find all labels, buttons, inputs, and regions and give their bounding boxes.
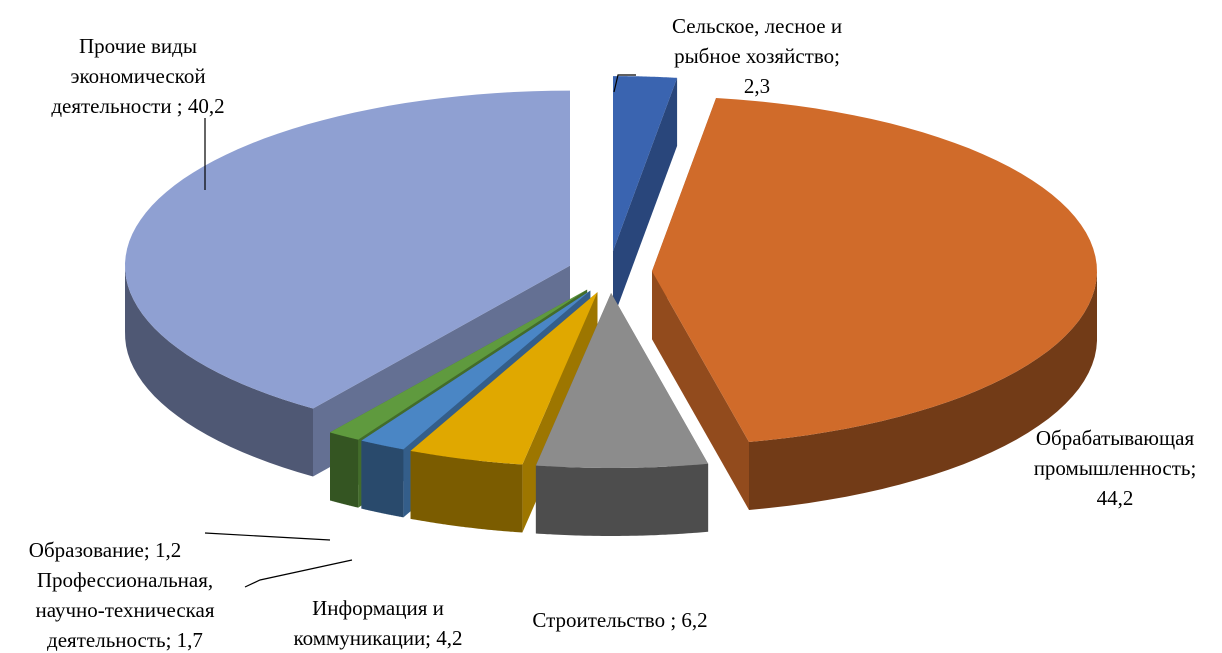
label-line: коммуникации; 4,2 [293, 626, 462, 650]
leader-line [204, 532, 331, 541]
slice-top [652, 98, 1097, 442]
label-line: Профессиональная, [37, 568, 213, 592]
slice-side [652, 271, 749, 510]
label-line: рыбное хозяйство; [674, 44, 840, 68]
slice-top [125, 90, 570, 409]
slice [652, 98, 1097, 510]
slice-edge [361, 440, 404, 518]
label-line: научно-техническая [35, 598, 214, 622]
label-line: 2,3 [744, 74, 770, 98]
slice-label: Прочие виды экономической деятельности ; 4… [51, 34, 224, 118]
leader-line [244, 559, 353, 588]
pie [125, 76, 1097, 536]
label-line: Обрабатывающая [1036, 426, 1195, 450]
slice-top [535, 293, 709, 468]
slice-edge [749, 272, 1097, 510]
slice-label: Образование; 1,2 [29, 538, 181, 562]
slice-top [613, 76, 678, 252]
slice-edge [410, 450, 523, 533]
slice-edge [535, 463, 709, 536]
slice [410, 292, 598, 533]
slice-top [330, 289, 588, 440]
slice-label: Строительство ; 6,2 [532, 608, 707, 632]
label-line: деятельность; 1,7 [47, 628, 203, 652]
leader-lines [204, 74, 636, 588]
label-line: промышленность; [1034, 456, 1197, 480]
label-line: Прочие виды [79, 34, 197, 58]
label-line: Строительство ; 6,2 [532, 608, 707, 632]
slice-top [361, 290, 591, 450]
slice-label: Информация и коммуникации; 4,2 [293, 596, 462, 650]
slice-top [410, 292, 598, 465]
leader-line [613, 74, 636, 93]
label-line: Сельское, лесное и [672, 14, 842, 38]
slice-label: Профессиональная, научно-техническая деяте… [35, 568, 214, 652]
label-line: Информация и [312, 596, 444, 620]
labels: Сельское, лесное и рыбное хозяйство; 2,3 Об… [29, 14, 1197, 652]
slice-label: Сельское, лесное и рыбное хозяйство; 2,3 [672, 14, 842, 98]
slice [613, 76, 678, 320]
slice-side [613, 77, 678, 320]
slice-edge [125, 263, 313, 477]
label-line: 44,2 [1097, 486, 1134, 510]
label-line: экономической [70, 64, 205, 88]
slice-edge [330, 432, 359, 508]
slice-label: Обрабатывающая промышленность; 44,2 [1034, 426, 1197, 510]
label-line: деятельности ; 40,2 [51, 94, 224, 118]
label-line: Образование; 1,2 [29, 538, 181, 562]
slice [535, 293, 709, 536]
